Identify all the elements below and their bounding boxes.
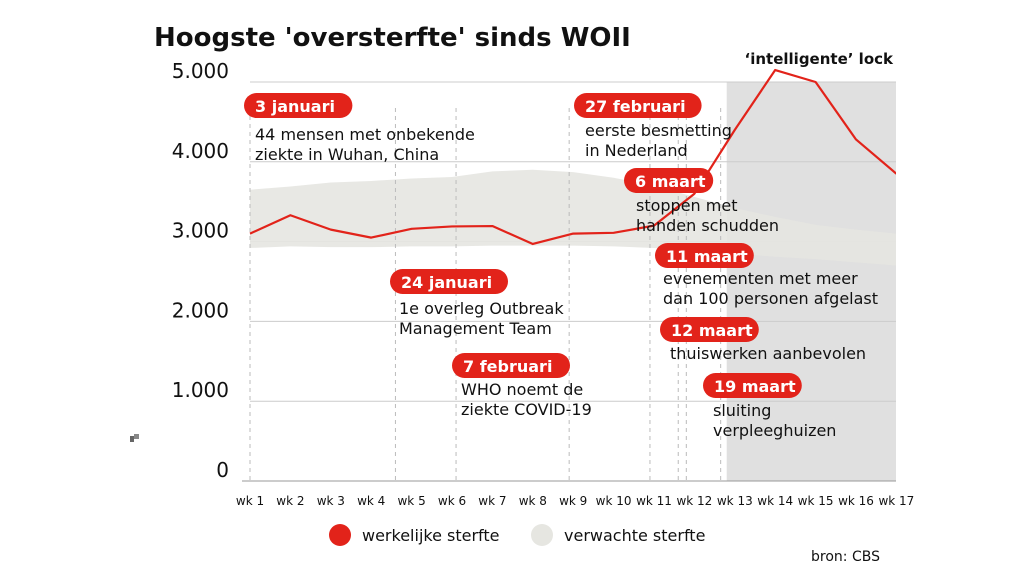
expected-band-layer xyxy=(250,169,896,266)
annotation-text: eerste besmetting xyxy=(585,121,732,140)
expected-band xyxy=(250,169,896,266)
legend-actual-label: werkelijke sterfte xyxy=(362,526,500,545)
annotation-text: 44 mensen met onbekende xyxy=(255,125,475,144)
annotation-text: handen schudden xyxy=(636,216,779,235)
x-tick-label: wk 9 xyxy=(559,494,587,508)
logo-icon xyxy=(130,434,139,442)
event-lines xyxy=(249,108,722,481)
x-tick-label: wk 4 xyxy=(357,494,385,508)
annotation-date: 7 februari xyxy=(463,357,552,376)
actual-line xyxy=(249,68,896,246)
x-tick-label: wk 17 xyxy=(878,494,914,508)
annotation-text: stoppen met xyxy=(636,196,737,215)
x-tick-label: wk 7 xyxy=(478,494,506,508)
chart-subtitle: ‘intelligente’ lock xyxy=(745,50,894,68)
annotation-text: in Nederland xyxy=(585,141,688,160)
x-tick-label: wk 3 xyxy=(317,494,345,508)
annotation: 24 januari 1e overleg OutbreakManagement … xyxy=(390,269,564,338)
source-label: bron: CBS xyxy=(811,549,880,565)
annotation-date: 6 maart xyxy=(635,172,706,191)
annotation-text: dan 100 personen afgelast xyxy=(663,289,878,308)
legend-expected-label: verwachte sterfte xyxy=(564,526,705,545)
annotation-date-pill xyxy=(660,317,759,342)
x-tick-label: wk 10 xyxy=(596,494,632,508)
annotation-date: 12 maart xyxy=(671,321,753,340)
x-tick-label: wk 2 xyxy=(276,494,304,508)
actual-line-layer xyxy=(249,68,896,246)
annotation-text: ziekte in Wuhan, China xyxy=(255,145,439,164)
annotation-date-pill xyxy=(624,168,714,193)
annotation-date-pill xyxy=(703,373,802,398)
x-tick-label: wk 14 xyxy=(757,494,793,508)
annotation-date-pill xyxy=(574,93,702,118)
annotation-text: evenementen met meer xyxy=(663,269,858,288)
y-axis: 0 1.000 2.000 3.000 4.000 5.000 xyxy=(172,59,229,482)
y-tick-label: 0 xyxy=(216,458,229,482)
legend: werkelijke sterfte verwachte sterfte xyxy=(329,524,705,546)
annotation-text: thuiswerken aanbevolen xyxy=(670,344,866,363)
x-tick-label: wk 6 xyxy=(438,494,466,508)
annotation-date: 19 maart xyxy=(714,377,796,396)
x-axis: wk 1 wk 2 wk 3 wk 4 wk 5 wk 6 wk 7 wk 8 wk 9 wk 1… xyxy=(236,480,914,508)
annotation-date-pill xyxy=(655,243,754,268)
x-tick-label: wk 11 xyxy=(636,494,672,508)
annotation-text: ziekte COVID-19 xyxy=(461,400,592,419)
annotation-text: 1e overleg Outbreak xyxy=(399,299,564,318)
y-tick-label: 3.000 xyxy=(172,219,229,243)
annotation-date: 24 januari xyxy=(401,273,492,292)
x-tick-label: wk 1 xyxy=(236,494,264,508)
x-tick-label: wk 15 xyxy=(798,494,834,508)
annotation-text: WHO noemt de xyxy=(461,380,583,399)
y-tick-label: 2.000 xyxy=(172,298,229,322)
x-tick-label: wk 5 xyxy=(397,494,425,508)
annotation: 12 maart thuiswerken aanbevolen xyxy=(660,317,866,363)
x-tick-label: wk 13 xyxy=(717,494,753,508)
x-tick-label: wk 16 xyxy=(838,494,874,508)
y-tick-label: 4.000 xyxy=(172,139,229,163)
annotation-text: sluiting xyxy=(713,401,771,420)
x-tick-label: wk 12 xyxy=(676,494,712,508)
chart-title: Hoogste 'oversterfte' sinds WOII xyxy=(154,23,631,53)
annotation-date: 11 maart xyxy=(666,247,748,266)
annotation-text: verpleeghuizen xyxy=(713,421,836,440)
y-tick-label: 5.000 xyxy=(172,59,229,83)
y-tick-label: 1.000 xyxy=(172,378,229,402)
annotation-date: 27 februari xyxy=(585,97,686,116)
legend-expected-swatch xyxy=(531,524,553,546)
x-tick-label: wk 8 xyxy=(519,494,547,508)
annotation-date-pill xyxy=(390,269,508,294)
annotation-date-pill xyxy=(452,353,570,378)
annotation-date: 3 januari xyxy=(255,97,335,116)
legend-actual-swatch xyxy=(329,524,351,546)
annotation-text: Management Team xyxy=(399,319,552,338)
annotation-date-pill xyxy=(244,93,353,118)
